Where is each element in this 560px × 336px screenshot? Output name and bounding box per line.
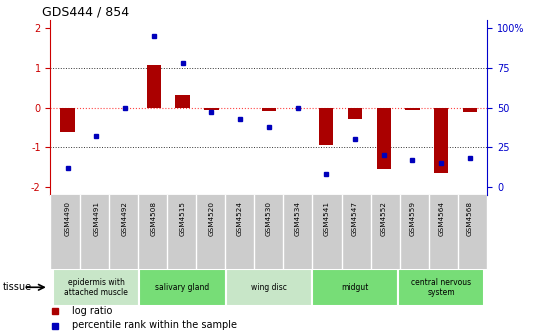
Bar [348, 108, 362, 119]
Bar [175, 95, 190, 108]
Text: GSM4515: GSM4515 [180, 201, 185, 236]
Bar [147, 65, 161, 108]
Text: GSM4491: GSM4491 [94, 201, 99, 236]
Text: GSM4530: GSM4530 [266, 201, 272, 236]
Text: epidermis with
attached muscle: epidermis with attached muscle [64, 278, 128, 297]
Text: GSM4508: GSM4508 [151, 201, 157, 236]
Text: percentile rank within the sample: percentile rank within the sample [72, 321, 237, 331]
Bar [204, 108, 218, 110]
Text: GSM4534: GSM4534 [295, 201, 301, 236]
Text: GSM4564: GSM4564 [438, 201, 444, 236]
Bar [376, 108, 391, 169]
Text: GSM4547: GSM4547 [352, 201, 358, 236]
Text: GSM4490: GSM4490 [64, 201, 71, 236]
Text: GSM4541: GSM4541 [323, 201, 329, 236]
Text: GDS444 / 854: GDS444 / 854 [41, 6, 129, 19]
Bar [434, 108, 449, 173]
Text: tissue: tissue [3, 282, 32, 292]
Text: GSM4568: GSM4568 [467, 201, 473, 236]
Text: log ratio: log ratio [72, 306, 113, 316]
Bar [139, 269, 226, 306]
Bar [60, 108, 75, 132]
Bar [463, 108, 477, 112]
Text: GSM4520: GSM4520 [208, 201, 214, 236]
Bar [262, 108, 276, 111]
Text: wing disc: wing disc [251, 283, 287, 292]
Text: GSM4492: GSM4492 [122, 201, 128, 236]
Text: central nervous
system: central nervous system [411, 278, 472, 297]
Text: GSM4559: GSM4559 [409, 201, 416, 236]
Bar [226, 269, 312, 306]
Bar [398, 269, 484, 306]
Bar [319, 108, 333, 145]
Text: GSM4524: GSM4524 [237, 201, 243, 236]
Bar [312, 269, 398, 306]
Text: GSM4552: GSM4552 [381, 201, 387, 236]
Text: midgut: midgut [342, 283, 368, 292]
Text: salivary gland: salivary gland [156, 283, 209, 292]
Bar [53, 269, 139, 306]
Bar [405, 108, 419, 110]
